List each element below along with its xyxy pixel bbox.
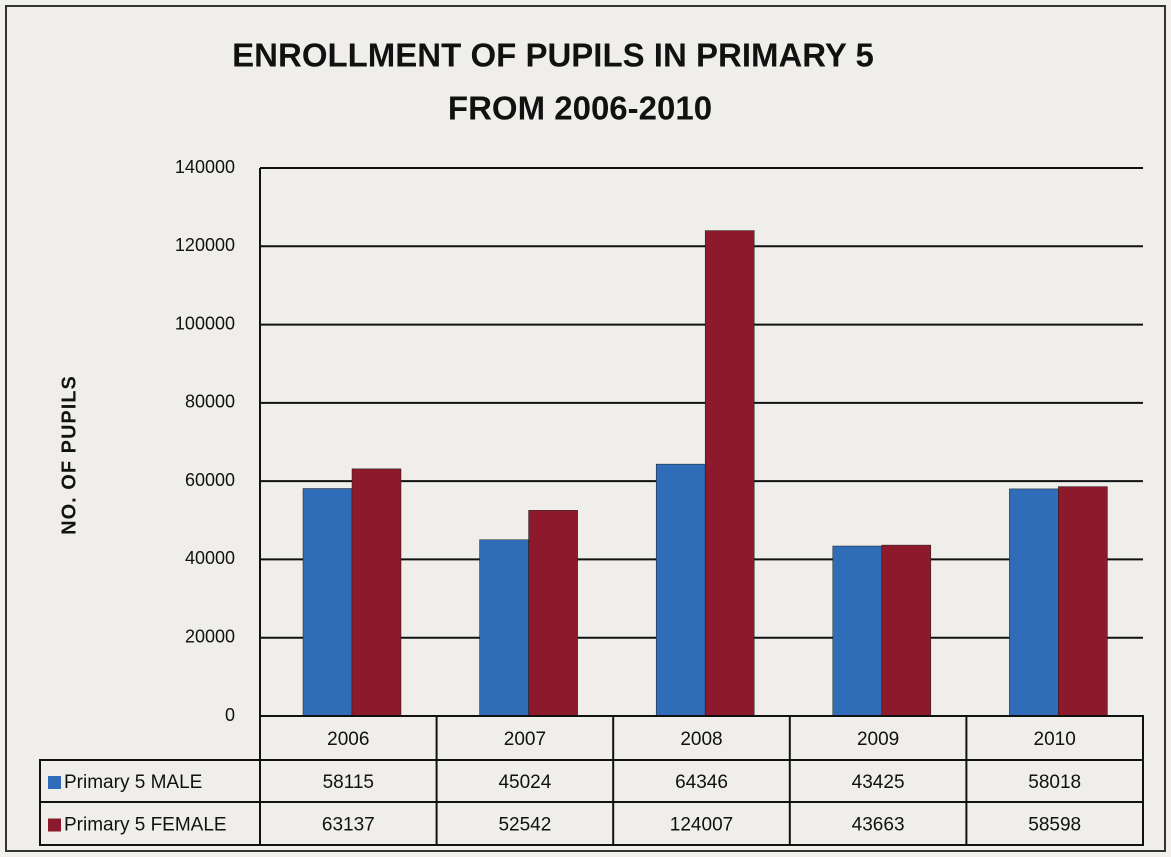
x-tick-label: 2007: [504, 729, 546, 750]
x-tick-label: 2009: [857, 729, 899, 750]
table-value: 58115: [323, 772, 374, 793]
bar: [1009, 488, 1059, 717]
x-tick-label: 2006: [327, 729, 369, 750]
chart-title: ENROLLMENT OF PUPILS IN PRIMARY 5: [232, 37, 874, 74]
y-tick-label: 100000: [175, 313, 235, 333]
table-value: 63137: [322, 815, 375, 836]
bar: [655, 463, 706, 717]
legend-swatch: [48, 818, 61, 832]
y-tick-label: 40000: [185, 548, 235, 568]
y-axis-label: NO. OF PUPILS: [58, 375, 80, 535]
bar: [528, 510, 578, 717]
y-tick-label: 60000: [185, 470, 235, 490]
y-tick-label: 80000: [185, 392, 235, 412]
legend-swatch: [48, 776, 61, 789]
table-value: 64346: [675, 772, 728, 793]
chart-title: FROM 2006-2010: [448, 90, 712, 127]
y-tick-label: 140000: [175, 157, 235, 177]
table-value: 45024: [498, 772, 551, 793]
bar: [832, 545, 883, 717]
table-value: 58598: [1028, 815, 1081, 836]
y-tick-label: 120000: [175, 235, 235, 255]
chart-frame: [5, 5, 1166, 852]
y-tick-label: 20000: [185, 626, 235, 646]
x-tick-label: 2010: [1034, 729, 1076, 750]
bar: [302, 488, 353, 717]
bar: [704, 230, 755, 717]
legend-label: Primary 5 FEMALE: [64, 815, 227, 836]
x-tick-label: 2008: [680, 729, 722, 750]
table-value: 43663: [852, 815, 905, 836]
table-value: 58018: [1028, 772, 1081, 793]
table-value: 52542: [498, 815, 551, 836]
table-value: 124007: [670, 815, 733, 836]
bar: [479, 539, 529, 717]
y-tick-label: 0: [225, 705, 235, 725]
bar: [881, 544, 932, 717]
table-value: 43425: [852, 772, 905, 793]
bar: [1058, 486, 1108, 717]
bar: [351, 468, 402, 717]
legend-label: Primary 5 MALE: [64, 772, 202, 793]
